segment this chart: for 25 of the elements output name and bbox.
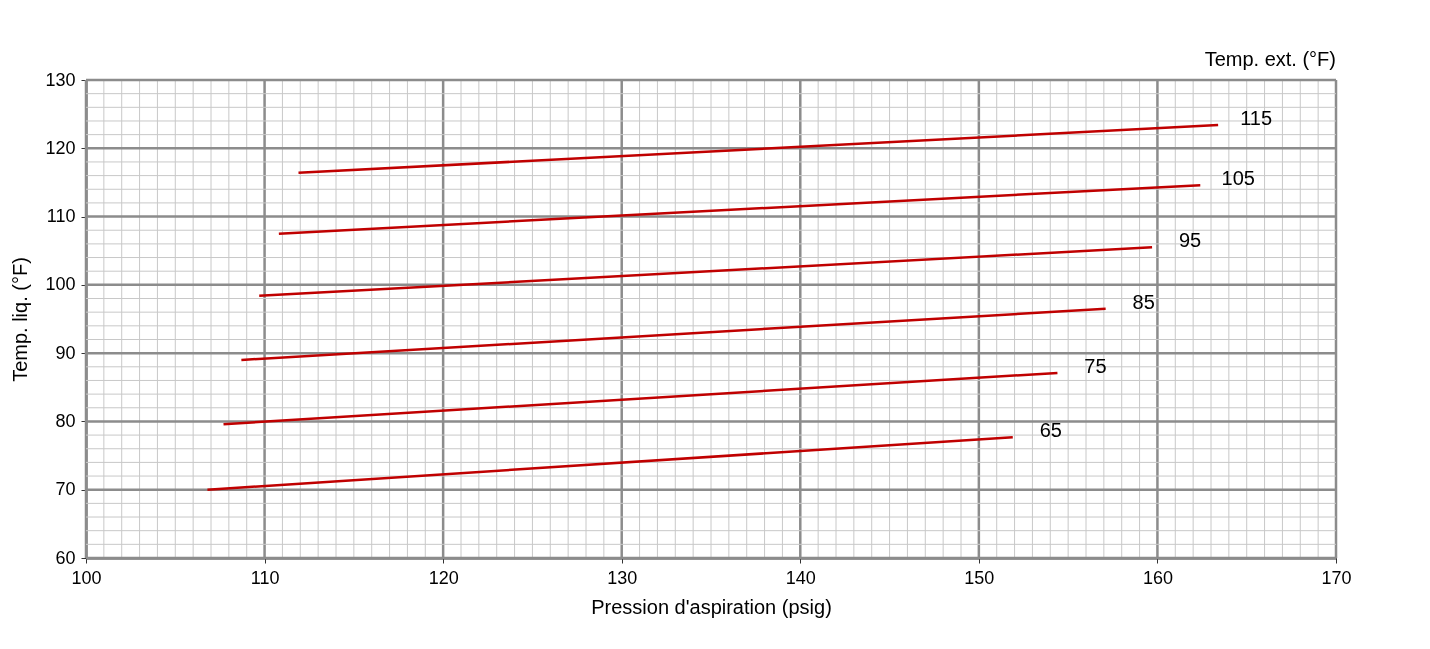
y-tick-label: 120 <box>45 137 76 158</box>
x-axis-title: Pression d'aspiration (psig) <box>591 595 832 618</box>
x-tick-label: 130 <box>607 567 638 588</box>
y-tick-label: 60 <box>55 547 76 568</box>
series-label: 65 <box>1039 419 1062 442</box>
y-tick-label: 130 <box>45 69 76 90</box>
x-tick-label: 120 <box>428 567 459 588</box>
y-tick-label: 100 <box>45 274 76 295</box>
y-tick-label: 110 <box>46 206 76 227</box>
y-tick-label: 80 <box>55 410 76 431</box>
x-tick-label: 140 <box>785 567 816 588</box>
x-tick-label: 160 <box>1142 567 1173 588</box>
y-axis-title: Temp. liq. (°F) <box>9 257 32 382</box>
series-label: 115 <box>1240 107 1273 130</box>
y-tick-label: 90 <box>55 342 76 363</box>
legend-title: Temp. ext. (°F) <box>1204 48 1336 70</box>
x-tick-label: 150 <box>964 567 995 588</box>
series-label: 85 <box>1132 290 1155 313</box>
x-tick-label: 100 <box>71 567 102 588</box>
y-tick-label: 70 <box>55 479 76 500</box>
series-label: 75 <box>1084 354 1107 377</box>
x-tick-label: 110 <box>250 567 280 588</box>
series-label: 95 <box>1178 229 1202 252</box>
x-tick-label: 170 <box>1321 567 1352 588</box>
series-label: 105 <box>1221 167 1255 190</box>
